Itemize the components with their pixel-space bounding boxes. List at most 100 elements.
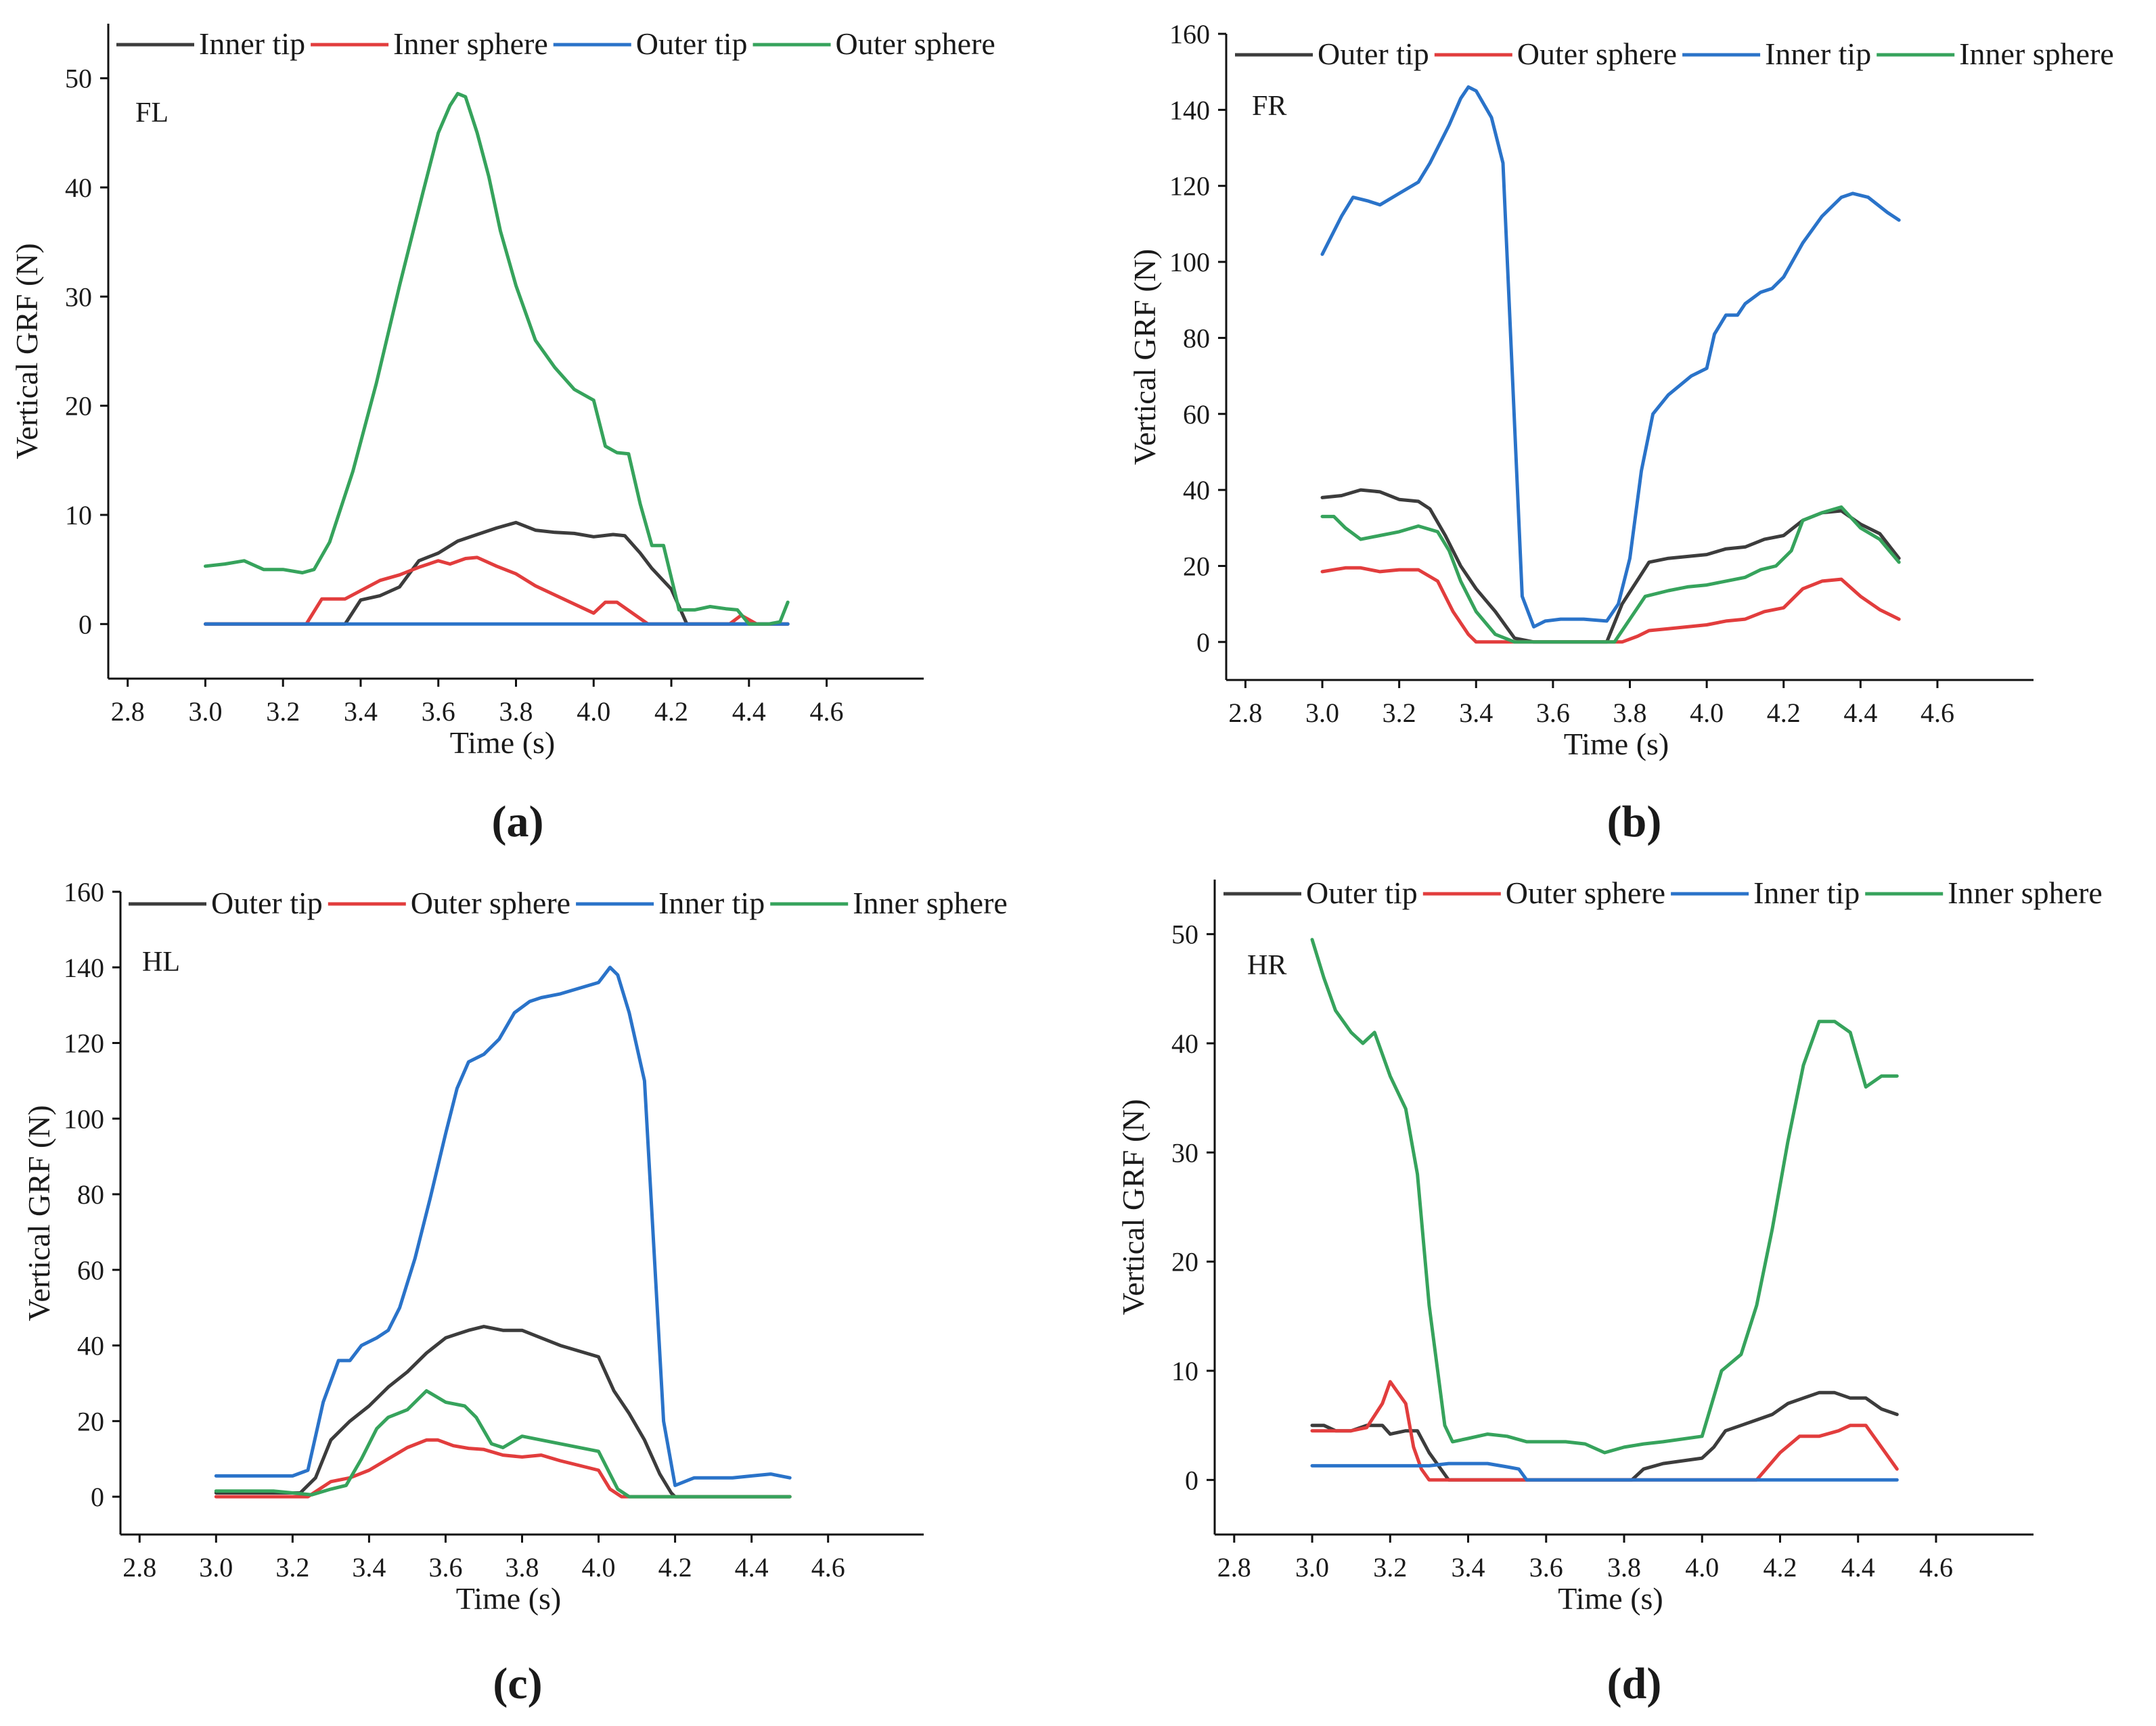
x-tick-label: 4.4: [1843, 698, 1877, 728]
x-tick-label: 3.0: [1305, 698, 1339, 728]
x-tick-label: 3.4: [352, 1552, 386, 1583]
x-tick-label: 4.2: [1763, 1552, 1797, 1583]
chart-panel-c: 2.8 3.0 3.2 3.4 3.6 3.8 4.0 4.2 4.4 4.6 0 20 40 60 80 1…: [22, 877, 1008, 1708]
series-line-inner-sphere: [214, 1389, 792, 1499]
series-line-outer-sphere: [204, 91, 790, 626]
legend-label: Outer sphere: [411, 886, 570, 920]
x-tick-label: 4.6: [810, 696, 844, 727]
x-tick-label: 3.6: [428, 1552, 462, 1583]
y-tick-label: 40: [65, 173, 92, 203]
x-tick-label: 3.8: [1607, 1552, 1641, 1583]
x-tick-label: 3.6: [1536, 698, 1570, 728]
y-tick-label: 80: [77, 1179, 104, 1210]
x-tick-label: 4.6: [811, 1552, 845, 1583]
series-line-inner-sphere: [1320, 505, 1901, 644]
legend-label: Outer tip: [636, 26, 748, 61]
x-tick-label: 2.8: [1217, 1552, 1251, 1583]
series-line-inner-tip: [204, 520, 790, 626]
x-axis-title: Time (s): [456, 1581, 562, 1616]
y-tick-label: 140: [1169, 95, 1210, 125]
panel-label: FR: [1252, 91, 1286, 122]
legend: Outer tip Outer sphere Inner tip Inner sphe…: [129, 886, 1008, 920]
x-tick-label: 4.2: [1767, 698, 1801, 728]
y-tick-label: 20: [1171, 1247, 1198, 1277]
panel-label: FL: [135, 97, 169, 129]
legend-label: Outer tip: [211, 886, 323, 920]
x-tick-label: 4.0: [1685, 1552, 1719, 1583]
x-axis-title: Time (s): [1558, 1581, 1663, 1616]
chart-panel-d: 2.8 3.0 3.2 3.4 3.6 3.8 4.0 4.2 4.4 4.6 0 10 20 30 40 5…: [1116, 876, 2103, 1708]
x-tick-label: 3.6: [422, 696, 455, 727]
x-tick-label: 3.6: [1529, 1552, 1563, 1583]
y-tick-label: 0: [78, 609, 92, 639]
series-line-inner-tip: [1320, 85, 1901, 629]
panel-caption: (a): [492, 797, 544, 846]
y-axis-title: Vertical GRF (N): [1116, 1099, 1150, 1315]
legend-label: Inner tip: [199, 26, 305, 61]
panel-caption: (b): [1607, 797, 1662, 846]
x-tick-label: 4.6: [1921, 698, 1954, 728]
x-tick-label: 3.0: [188, 696, 222, 727]
x-axis-title: Time (s): [1564, 727, 1669, 761]
legend-label: Inner tip: [658, 886, 765, 920]
x-tick-label: 3.8: [506, 1552, 539, 1583]
x-tick-label: 3.4: [1459, 698, 1493, 728]
legend-label: Outer sphere: [836, 26, 995, 61]
x-tick-label: 3.8: [499, 696, 533, 727]
y-axis-title: Vertical GRF (N): [1127, 249, 1162, 465]
y-tick-label: 40: [1171, 1028, 1198, 1059]
y-tick-label: 60: [77, 1255, 104, 1286]
x-tick-label: 2.8: [111, 696, 145, 727]
panel-caption: (d): [1607, 1659, 1662, 1708]
panel-label: HR: [1247, 950, 1286, 981]
chart-panel-a: 2.8 3.0 3.2 3.4 3.6 3.8 4.0 4.2 4.4 4.6 0 10 20 30 40 5…: [9, 24, 995, 846]
x-tick-label: 4.6: [1919, 1552, 1953, 1583]
series-line-inner-sphere: [1310, 938, 1899, 1455]
y-tick-label: 140: [64, 953, 104, 983]
legend-label: Inner sphere: [1959, 37, 2114, 71]
x-tick-label: 4.4: [735, 1552, 769, 1583]
x-tick-label: 4.0: [582, 1552, 616, 1583]
y-tick-label: 80: [1183, 323, 1210, 353]
x-tick-label: 4.0: [577, 696, 610, 727]
chart-panel-b: 2.8 3.0 3.2 3.4 3.6 3.8 4.0 4.2 4.4 4.6 0 20 40 60 80 1…: [1127, 19, 2114, 846]
y-tick-label: 160: [64, 877, 104, 907]
x-tick-label: 3.0: [1295, 1552, 1329, 1583]
x-tick-label: 4.4: [1841, 1552, 1875, 1583]
series-line-outer-tip: [214, 1325, 792, 1499]
x-tick-label: 3.0: [199, 1552, 233, 1583]
y-tick-label: 0: [91, 1482, 104, 1512]
y-tick-label: 20: [77, 1406, 104, 1436]
series-line-inner-tip: [214, 966, 792, 1487]
x-tick-label: 3.4: [1452, 1552, 1485, 1583]
legend: Outer tip Outer sphere Inner tip Inner sphe…: [1235, 37, 2114, 71]
y-tick-label: 100: [1169, 247, 1210, 277]
legend-label: Inner tip: [1765, 37, 1871, 71]
y-tick-label: 20: [1183, 551, 1210, 581]
y-tick-label: 60: [1183, 399, 1210, 430]
y-tick-label: 10: [65, 500, 92, 530]
y-tick-label: 40: [1183, 475, 1210, 505]
legend: Inner tip Inner sphere Outer tip Outer sphe…: [116, 26, 995, 61]
x-tick-label: 4.4: [732, 696, 766, 727]
y-tick-label: 20: [65, 391, 92, 422]
legend-label: Outer tip: [1306, 876, 1418, 910]
x-tick-label: 4.0: [1690, 698, 1724, 728]
y-tick-label: 100: [64, 1104, 104, 1134]
x-tick-label: 2.8: [122, 1552, 156, 1583]
x-tick-label: 3.2: [275, 1552, 309, 1583]
y-tick-label: 0: [1196, 627, 1210, 658]
x-axis-title: Time (s): [450, 725, 556, 760]
y-axis-title: Vertical GRF (N): [22, 1105, 56, 1321]
legend-label: Inner sphere: [393, 26, 548, 61]
x-tick-label: 3.2: [266, 696, 300, 727]
legend-label: Inner tip: [1753, 876, 1860, 910]
y-axis-title: Vertical GRF (N): [9, 243, 44, 459]
y-tick-label: 0: [1185, 1465, 1198, 1495]
y-tick-label: 40: [77, 1331, 104, 1361]
series-line-outer-sphere: [1310, 1380, 1899, 1482]
panel-caption: (c): [493, 1659, 542, 1708]
series-line-outer-tip: [1310, 1390, 1899, 1482]
x-tick-label: 2.8: [1228, 698, 1262, 728]
